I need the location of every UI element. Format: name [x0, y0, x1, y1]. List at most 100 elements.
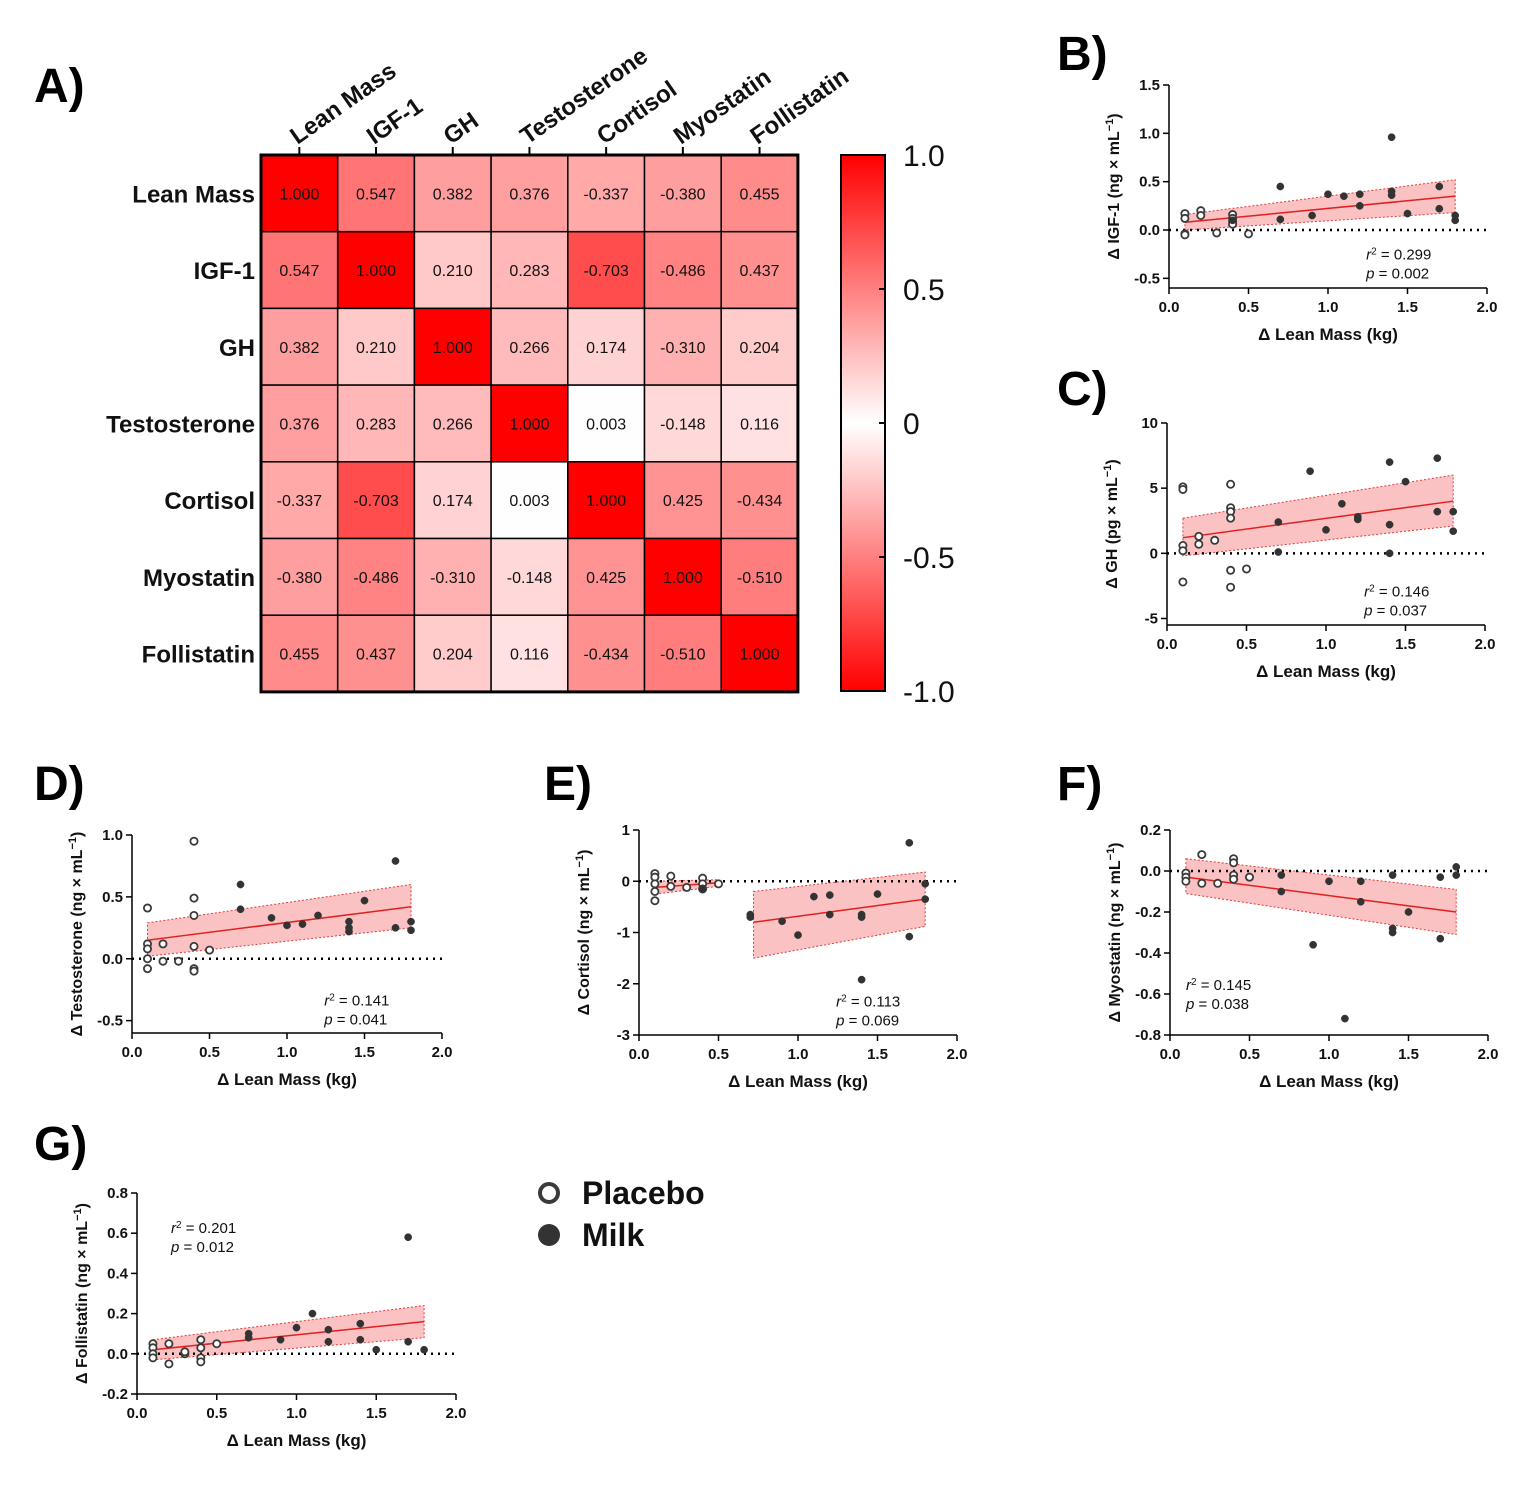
p-value-symbol: p	[835, 1012, 844, 1029]
placebo-point	[1213, 878, 1223, 888]
y-tick-label: 1.0	[1139, 125, 1160, 142]
y-axis-title-exponent: −1	[1104, 119, 1116, 132]
placebo-point	[164, 1339, 174, 1349]
x-tick-label: 1.5	[1398, 1046, 1419, 1063]
p-value-equals: =	[333, 1011, 350, 1028]
placebo-point	[1242, 564, 1252, 574]
heatmap-cell-value: -0.486	[660, 263, 705, 280]
milk-point	[360, 896, 369, 905]
r-squared-value: 0.141	[352, 992, 390, 1009]
heatmap-cell-value: 0.437	[740, 263, 780, 280]
placebo-point	[196, 1335, 206, 1345]
heatmap-cell-value: 0.116	[740, 416, 779, 433]
p-value-equals: =	[179, 1239, 196, 1256]
x-axis-title: Δ Lean Mass (kg)	[227, 1431, 367, 1450]
legend-item-placebo: Placebo	[538, 1172, 798, 1214]
heatmap-cell	[260, 154, 339, 233]
milk-point	[1340, 192, 1348, 201]
scatter-panel-b: B) 0.0 0.5 1.0 1.5 2.0 -0.5 0.0 0.5 1.0 1.5 Δ Lean …	[1057, 28, 1497, 344]
heatmap-cell	[490, 537, 569, 616]
p-value-equals: =	[1373, 603, 1390, 620]
milk-point	[921, 879, 930, 888]
heatmap-cell	[413, 614, 492, 693]
placebo-point	[1226, 565, 1236, 575]
milk-point	[1355, 201, 1364, 210]
heatmap-cell-value: 0.174	[433, 493, 473, 510]
placebo-point	[142, 903, 152, 913]
y-axis-title-text: Δ Follistatin (ng × mL	[74, 1221, 91, 1384]
r-squared-symbol: r	[171, 1220, 177, 1237]
heatmap-cell	[336, 384, 416, 463]
y-tick-label: -0.8	[1135, 1027, 1161, 1044]
r-squared-label: r2 = 0.113	[836, 993, 900, 1011]
heatmap-cell-value: 0.425	[586, 570, 626, 587]
p-value-label: p = 0.037	[1363, 603, 1427, 620]
placebo-point	[1178, 577, 1188, 587]
placebo-point	[189, 941, 199, 951]
panel-label-a: A)	[34, 60, 85, 113]
r-squared-equals: =	[1375, 584, 1392, 601]
heatmap-cell-value: 1.000	[740, 647, 780, 664]
milk-point	[356, 1335, 365, 1344]
heatmap-cell-value: 0.204	[433, 647, 473, 664]
heatmap-cell-value: 1.000	[586, 493, 626, 510]
milk-point	[1449, 507, 1458, 516]
y-axis-title-exponent: −1	[72, 1208, 84, 1221]
heatmap-cell-value: 0.266	[509, 340, 549, 357]
milk-point	[1436, 873, 1445, 882]
milk-point	[404, 1337, 412, 1346]
milk-point	[244, 1333, 253, 1342]
milk-point	[1387, 191, 1396, 200]
legend: Placebo Milk	[538, 1172, 798, 1262]
heatmap-cell	[336, 154, 416, 233]
placebo-point	[1226, 513, 1236, 523]
p-value-symbol: p	[170, 1239, 179, 1256]
heatmap-cell	[413, 461, 492, 540]
colorbar-tick-label: 1.0	[903, 140, 945, 173]
x-tick-label: 1.0	[286, 1405, 307, 1422]
r-squared-equals: =	[182, 1220, 199, 1237]
milk-point	[857, 913, 866, 921]
heatmap-cell-value: 0.382	[433, 186, 473, 203]
y-tick-label: 0	[1150, 545, 1158, 562]
y-tick-label: -0.5	[97, 1013, 123, 1030]
y-tick-label: -0.2	[1135, 904, 1161, 921]
r-squared-symbol: r	[1186, 977, 1192, 994]
placebo-point	[1197, 878, 1207, 888]
y-axis-title-close: )	[1104, 459, 1121, 464]
r-squared-value: 0.201	[199, 1220, 237, 1237]
x-tick-label: 1.5	[366, 1405, 387, 1422]
milk-point	[236, 880, 245, 889]
x-tick-label: 0.0	[629, 1046, 650, 1063]
milk-point	[1451, 216, 1460, 225]
milk-point	[298, 920, 307, 928]
milk-point	[778, 917, 786, 926]
y-tick-label: 0.8	[107, 1185, 128, 1202]
heatmap-cell-value: -0.703	[353, 493, 398, 510]
placebo-point	[1197, 850, 1207, 860]
panel-label-e: E)	[544, 758, 592, 811]
heatmap-cell	[413, 230, 492, 310]
milk-point	[1385, 458, 1394, 466]
p-value-value: 0.038	[1211, 996, 1249, 1013]
y-axis-title: Δ Testosterone (ng × mL−1)	[67, 832, 86, 1037]
heatmap-cell-value: 0.382	[279, 340, 319, 357]
milk-point	[267, 914, 276, 922]
heatmap-cell	[643, 154, 722, 233]
scatter-panel-c: C) 0.0 0.5 1.0 1.5 2.0 -5 0 5 10 Δ Lean Mass (kg) Δ…	[1057, 363, 1495, 681]
x-tick-label: 2.0	[1475, 636, 1496, 653]
milk-point	[283, 921, 291, 930]
placebo-point	[1196, 210, 1206, 220]
placebo-point	[173, 956, 183, 966]
panel-label-g: G)	[34, 1118, 87, 1171]
y-axis-title-close: )	[1106, 113, 1123, 118]
heatmap-cell	[720, 307, 799, 386]
y-axis-title-close: )	[576, 850, 593, 855]
r-squared-label: r2 = 0.145	[1186, 976, 1251, 994]
y-axis-title-text: Δ IGF-1 (ng × mL	[1106, 131, 1123, 260]
heatmap-row-label: Follistatin	[142, 642, 255, 669]
x-tick-label: 1.0	[1319, 1046, 1340, 1063]
y-axis-title: Δ GH (pg × mL−1)	[1102, 459, 1121, 588]
r-squared-exponent: 2	[841, 993, 847, 1004]
heatmap-row-label: Lean Mass	[132, 181, 255, 208]
